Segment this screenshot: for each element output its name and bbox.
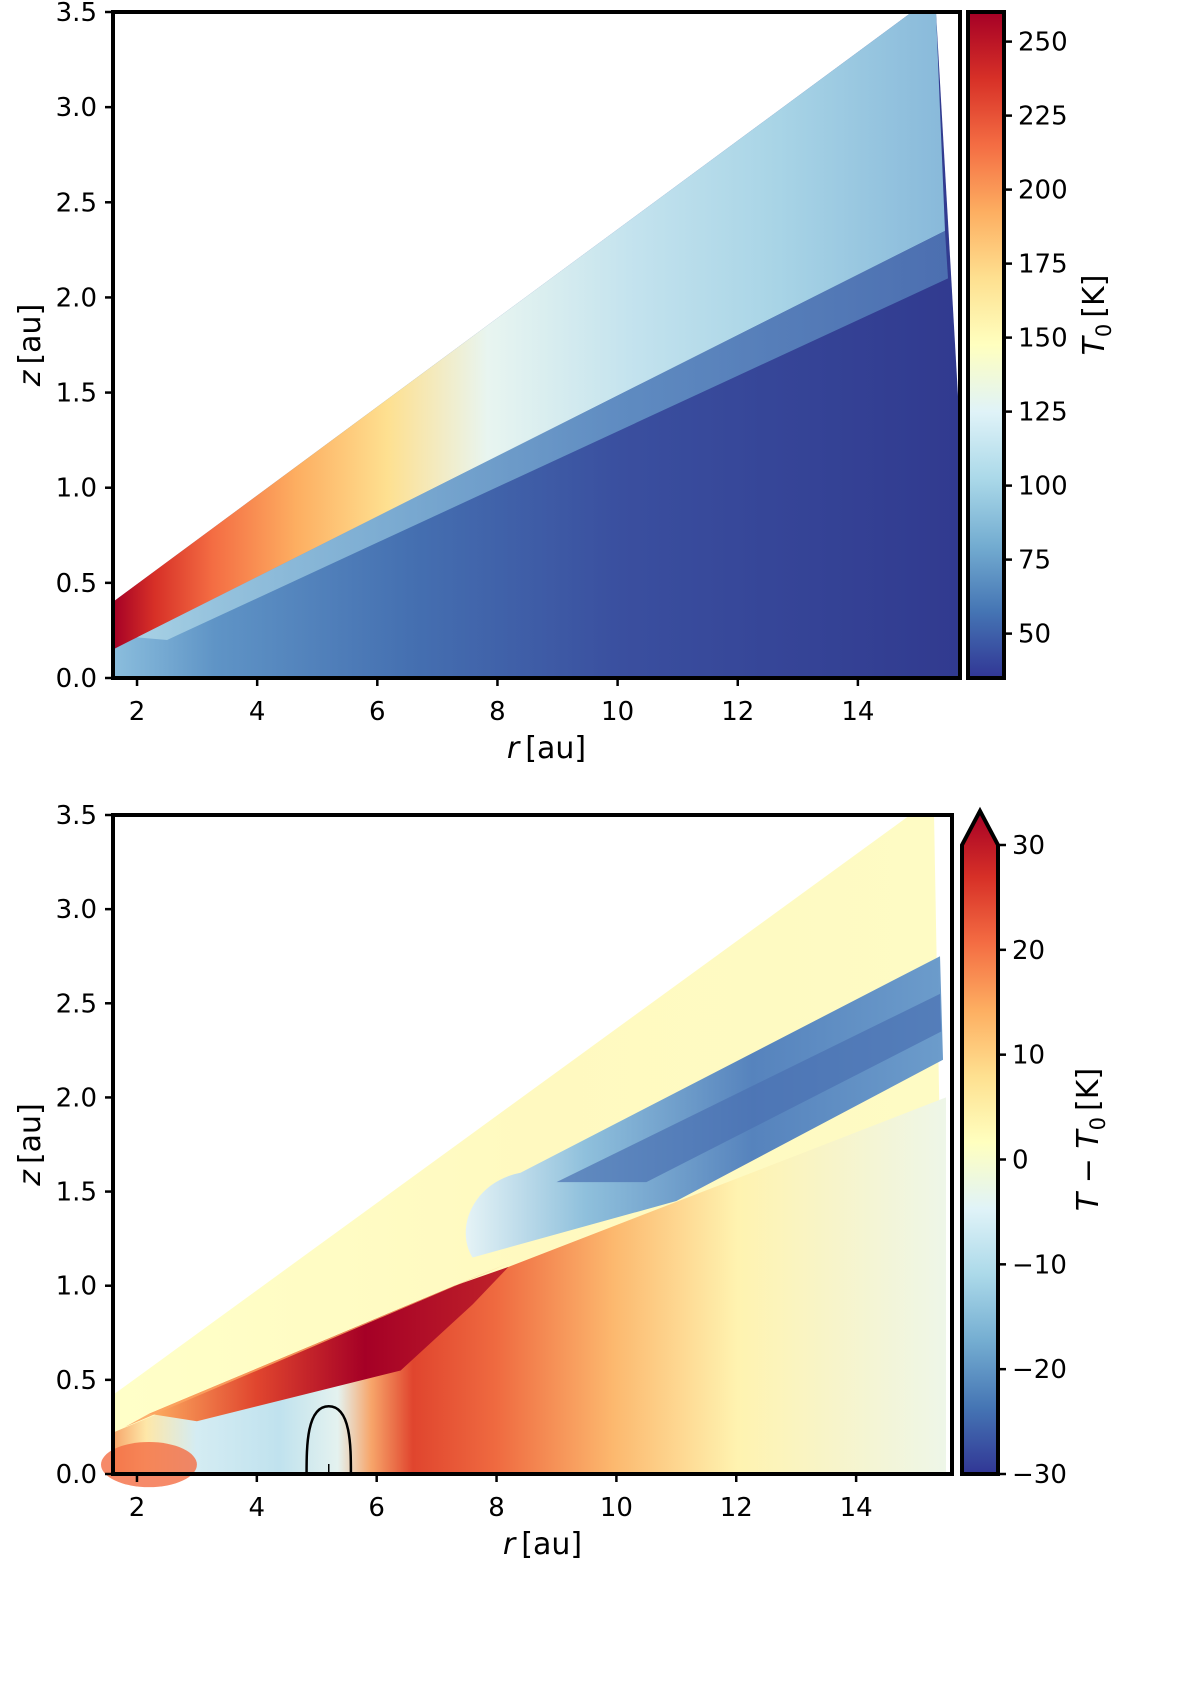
colorbar-tick-label: 30 — [1012, 831, 1045, 861]
bottom-heated-fringe — [124, 1263, 509, 1427]
x-tick-label: 4 — [249, 697, 266, 727]
y-tick-label: 0.0 — [56, 1460, 97, 1490]
colorbar-tick-label: 150 — [1018, 324, 1068, 354]
bottom-colorbar-ticks: −30 −20 −10 0 10 20 30 — [998, 831, 1067, 1490]
x-tick-label: 6 — [368, 1493, 385, 1523]
colorbar-tick-label: −20 — [1012, 1355, 1067, 1385]
bottom-colorbar — [960, 806, 1000, 1476]
top-transition-layer — [137, 230, 948, 640]
colorbar-tick-label: 75 — [1018, 546, 1051, 576]
colorbar-tick-label: 200 — [1018, 176, 1068, 206]
top-plot-frame — [111, 10, 962, 680]
x-tick-label: 8 — [489, 697, 506, 727]
y-tick-label: 3.5 — [56, 801, 97, 831]
y-tick-label: 1.5 — [56, 1178, 97, 1208]
colorbar-tick-label: 0 — [1012, 1146, 1029, 1176]
y-tick-label: 3.5 — [56, 0, 97, 28]
y-tick-label: 1.0 — [56, 1272, 97, 1302]
x-tick-label: 10 — [601, 697, 634, 727]
y-tick-label: 2.5 — [56, 188, 97, 218]
colorbar-tick-label: −30 — [1012, 1460, 1067, 1490]
colorbar-tick-label: 50 — [1018, 620, 1051, 650]
top-colorbar-ticks: 50 75 100 125 150 175 200 225 250 — [1004, 28, 1068, 650]
top-x-axis-label: r [au] — [507, 731, 586, 766]
y-tick-label: 0.5 — [56, 569, 97, 599]
top-colorbar-label: T0[K] — [1077, 275, 1116, 356]
colorbar-tick-label: 125 — [1018, 398, 1068, 428]
colorbar-tick-label: 100 — [1018, 472, 1068, 502]
y-tick-label: 2.0 — [56, 1083, 97, 1113]
top-temperature-field — [113, 12, 960, 678]
colorbar-tick-label: 10 — [1012, 1041, 1045, 1071]
y-tick-label: 0.5 — [56, 1366, 97, 1396]
bottom-heated-band — [148, 1266, 509, 1422]
bottom-colorbar-label: T − T0[K] — [1071, 1068, 1110, 1211]
x-tick-label: 10 — [600, 1493, 633, 1523]
bottom-inner-warm-spot — [101, 1441, 197, 1488]
bottom-x-axis: 2 4 6 8 10 12 14 — [129, 1474, 873, 1523]
x-tick-label: 2 — [129, 697, 146, 727]
x-tick-label: 14 — [840, 1493, 873, 1523]
bottom-y-axis-label: z[au] — [13, 1103, 48, 1187]
y-tick-label: 0.0 — [56, 664, 97, 694]
top-panel: 2 4 6 8 10 12 14 0.0 0.5 1.0 1.5 2.0 2.5 3.0 3.5 r [au… — [13, 0, 1116, 766]
colorbar-tick-label: 20 — [1012, 936, 1045, 966]
top-y-axis-label: z[au] — [13, 304, 48, 388]
planet-contour — [305, 1404, 353, 1475]
bottom-x-axis-label: r [au] — [503, 1527, 582, 1562]
y-tick-label: 2.0 — [56, 283, 97, 313]
top-colorbar — [966, 10, 1006, 680]
top-x-axis: 2 4 6 8 10 12 14 — [129, 678, 874, 727]
bottom-shadowed-core — [556, 993, 942, 1183]
colorbar-tick-label: −10 — [1012, 1250, 1067, 1280]
y-tick-label: 3.0 — [56, 895, 97, 925]
x-tick-label: 4 — [249, 1493, 266, 1523]
bottom-y-axis: 0.0 0.5 1.0 1.5 2.0 2.5 3.0 3.5 — [56, 801, 113, 1490]
y-tick-label: 3.0 — [56, 93, 97, 123]
colorbar-tick-label: 225 — [1018, 102, 1068, 132]
bottom-panel: 2 4 6 8 10 12 14 0.0 0.5 1.0 1.5 2.0 2.5 3.0 3.5 r [au… — [13, 801, 1110, 1562]
colorbar-tick-label: 250 — [1018, 28, 1068, 58]
x-tick-label: 12 — [720, 1493, 753, 1523]
x-tick-label: 12 — [721, 697, 754, 727]
y-tick-label: 2.5 — [56, 989, 97, 1019]
x-tick-label: 8 — [488, 1493, 505, 1523]
bottom-plot-frame — [111, 813, 954, 1476]
y-tick-label: 1.5 — [56, 379, 97, 409]
bottom-temperature-difference-field — [101, 815, 947, 1488]
top-y-axis: 0.0 0.5 1.0 1.5 2.0 2.5 3.0 3.5 — [56, 0, 113, 694]
x-tick-label: 14 — [841, 697, 874, 727]
colorbar-tick-label: 175 — [1018, 250, 1068, 280]
x-tick-label: 2 — [129, 1493, 146, 1523]
y-tick-label: 1.0 — [56, 474, 97, 504]
top-disk-atmosphere — [113, 12, 945, 650]
x-tick-label: 6 — [369, 697, 386, 727]
